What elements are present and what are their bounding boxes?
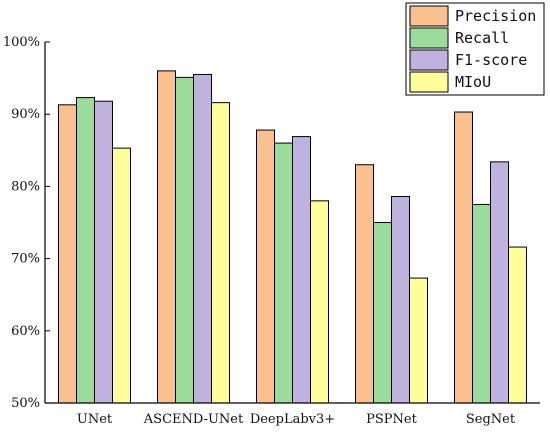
x-category-label: ASCEND-UNet xyxy=(143,412,244,427)
y-axis-ticks: 50% 60% 70% 80% 90% 100% xyxy=(3,35,50,411)
bar-f1-score-segnet xyxy=(490,161,509,404)
bar-f1-score-pspnet xyxy=(391,196,410,404)
bar-recall-unet xyxy=(76,97,95,404)
bar-recall-deeplabv3- xyxy=(274,142,293,404)
bar-miou-ascend-unet xyxy=(211,102,230,404)
bar-precision-unet xyxy=(58,104,77,404)
bars-group xyxy=(58,70,527,404)
bar-miou-pspnet xyxy=(409,277,428,404)
y-tick-label: 80% xyxy=(11,179,40,194)
y-tick-label: 70% xyxy=(11,252,40,267)
legend-label: MIoU xyxy=(455,73,491,91)
legend-swatch xyxy=(409,49,449,71)
bar-precision-deeplabv3- xyxy=(256,129,275,404)
y-tick-label: 50% xyxy=(11,396,40,411)
bar-f1-score-ascend-unet xyxy=(193,73,212,404)
x-category-label: DeepLabv3+ xyxy=(250,412,335,427)
legend-swatch xyxy=(409,71,449,93)
y-tick-label: 100% xyxy=(3,35,40,50)
bar-precision-ascend-unet xyxy=(157,70,176,404)
bar-recall-pspnet xyxy=(373,222,392,404)
bar-miou-segnet xyxy=(508,246,527,404)
bar-recall-ascend-unet xyxy=(175,76,194,404)
x-category-label: UNet xyxy=(77,412,113,427)
bar-f1-score-deeplabv3- xyxy=(292,136,311,404)
bar-f1-score-unet xyxy=(94,100,113,404)
bar-miou-unet xyxy=(112,147,131,404)
legend: Precision Recall F1-score MIoU xyxy=(405,2,545,96)
legend-label: Recall xyxy=(455,29,509,47)
x-category-label: SegNet xyxy=(466,412,516,427)
bar-miou-deeplabv3- xyxy=(310,200,329,404)
bar-precision-segnet xyxy=(454,111,473,404)
legend-label: Precision xyxy=(455,7,536,25)
legend-swatch xyxy=(409,5,449,27)
y-tick-label: 90% xyxy=(11,107,40,122)
legend-label: F1-score xyxy=(455,51,527,69)
y-tick-label: 60% xyxy=(11,324,40,339)
x-category-label: PSPNet xyxy=(366,412,417,427)
legend-swatch xyxy=(409,27,449,49)
bar-precision-pspnet xyxy=(355,164,374,404)
x-axis-labels: UNet ASCEND-UNet DeepLabv3+ PSPNet SegNet xyxy=(77,412,516,427)
bar-recall-segnet xyxy=(472,203,491,404)
